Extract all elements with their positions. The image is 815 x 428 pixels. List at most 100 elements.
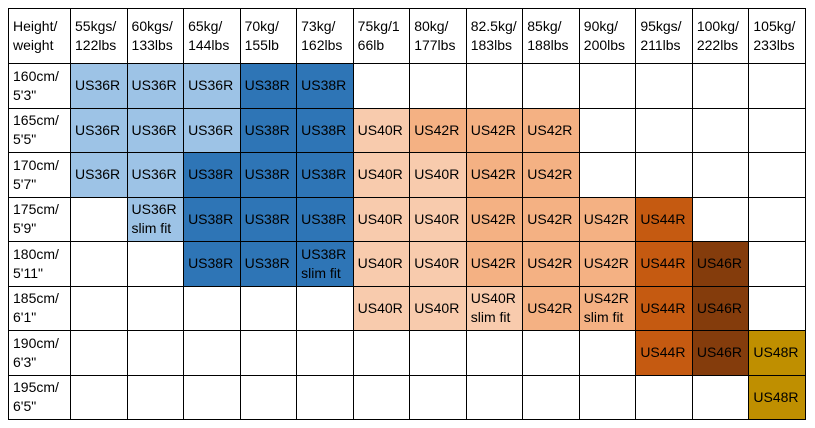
weight-column-header: 75kg/1 66lb	[352, 8, 411, 64]
size-cell: US40R	[409, 285, 467, 331]
empty-cell	[522, 330, 580, 376]
empty-cell	[635, 152, 693, 198]
empty-cell	[126, 241, 185, 287]
size-cell: US38R slim fit	[296, 241, 354, 287]
empty-cell	[183, 330, 241, 376]
empty-cell	[183, 285, 241, 331]
size-cell: US38R	[239, 63, 298, 109]
size-cell: US38R	[296, 152, 354, 198]
size-cell: US40R	[352, 107, 411, 153]
size-cell: US42R	[465, 196, 524, 242]
empty-cell	[691, 374, 750, 420]
empty-cell	[465, 63, 524, 109]
size-cell: US36R	[183, 63, 241, 109]
empty-cell	[126, 330, 185, 376]
empty-cell	[409, 330, 467, 376]
weight-column-header: 95kgs/ 211lbs	[635, 8, 693, 64]
empty-cell	[126, 285, 185, 331]
size-cell: US44R	[635, 196, 693, 242]
empty-cell	[70, 330, 128, 376]
empty-cell	[748, 107, 806, 153]
height-row-header: 185cm/ 6'1"	[8, 285, 71, 331]
height-row-header: 175cm/ 5'9"	[8, 196, 71, 242]
empty-cell	[70, 285, 128, 331]
height-row-header: 170cm/ 5'7"	[8, 152, 71, 198]
table-row: 165cm/ 5'5" US36R US36R US36R US38R US38R US40…	[8, 107, 806, 153]
size-cell: US38R	[183, 152, 241, 198]
size-cell: US48R	[748, 374, 806, 420]
size-cell: US40R	[352, 241, 411, 287]
size-cell: US38R	[296, 107, 354, 153]
empty-cell	[522, 63, 580, 109]
table-row: 175cm/ 5'9" US36R slim fit US38R US38R US38R…	[8, 196, 806, 242]
empty-cell	[126, 374, 185, 420]
size-cell: US38R	[296, 196, 354, 242]
size-cell: US42R slim fit	[578, 285, 637, 331]
size-cell: US38R	[239, 107, 298, 153]
empty-cell	[578, 63, 637, 109]
size-cell: US44R	[635, 330, 693, 376]
size-cell: US40R slim fit	[465, 285, 524, 331]
size-cell: US38R	[239, 241, 298, 287]
size-cell: US36R	[183, 107, 241, 153]
empty-cell	[409, 374, 467, 420]
size-cell: US46R	[691, 285, 750, 331]
table-body: 160cm/ 5'3" US36R US36R US36R US38R US38R 165c…	[8, 63, 806, 420]
empty-cell	[691, 63, 750, 109]
empty-cell	[635, 63, 693, 109]
empty-cell	[239, 374, 298, 420]
empty-cell	[522, 374, 580, 420]
weight-column-header: 85kg/ 188lbs	[522, 8, 580, 64]
height-row-header: 180cm/ 5'11"	[8, 241, 71, 287]
size-cell: US40R	[352, 152, 411, 198]
size-cell: US40R	[352, 196, 411, 242]
size-cell: US40R	[409, 152, 467, 198]
size-cell: US38R	[183, 196, 241, 242]
size-cell: US42R	[465, 152, 524, 198]
size-cell: US36R slim fit	[126, 196, 185, 242]
table-row: 180cm/ 5'11" US38R US38R US38R slim fit US40…	[8, 241, 806, 287]
empty-cell	[296, 330, 354, 376]
empty-cell	[296, 285, 354, 331]
size-cell: US42R	[409, 107, 467, 153]
weight-column-header: 65kg/ 144lbs	[183, 8, 241, 64]
weight-column-header: 73kg/ 162lbs	[296, 8, 354, 64]
empty-cell	[748, 241, 806, 287]
table-row: 195cm/ 6'5" US48R	[8, 374, 806, 420]
empty-cell	[70, 241, 128, 287]
size-cell: US36R	[126, 63, 185, 109]
size-cell: US42R	[578, 196, 637, 242]
empty-cell	[465, 330, 524, 376]
size-cell: US48R	[748, 330, 806, 376]
empty-cell	[748, 196, 806, 242]
size-cell: US36R	[126, 107, 185, 153]
empty-cell	[691, 107, 750, 153]
size-cell: US36R	[126, 152, 185, 198]
size-cell: US46R	[691, 330, 750, 376]
table-row: 190cm/ 6'3" US44R US46R US48R	[8, 330, 806, 376]
table-row: 170cm/ 5'7" US36R US36R US38R US38R US38R US40…	[8, 152, 806, 198]
empty-cell	[691, 196, 750, 242]
size-cell: US40R	[409, 241, 467, 287]
empty-cell	[239, 330, 298, 376]
empty-cell	[296, 374, 354, 420]
size-cell: US42R	[578, 241, 637, 287]
size-cell: US42R	[522, 241, 580, 287]
empty-cell	[352, 63, 411, 109]
empty-cell	[578, 374, 637, 420]
header-row: Height/ weight 55kgs/ 122lbs 60kgs/ 133lb…	[8, 8, 806, 64]
empty-cell	[70, 196, 128, 242]
size-cell: US38R	[239, 196, 298, 242]
weight-column-header: 60kgs/ 133lbs	[126, 8, 185, 64]
size-chart-table: Height/ weight 55kgs/ 122lbs 60kgs/ 133lb…	[8, 8, 806, 420]
corner-header: Height/ weight	[8, 8, 71, 64]
table-row: 185cm/ 6'1" US40R US40R US40R slim fit US42R…	[8, 285, 806, 331]
empty-cell	[409, 63, 467, 109]
size-cell: US46R	[691, 241, 750, 287]
size-cell: US44R	[635, 285, 693, 331]
size-cell: US42R	[522, 152, 580, 198]
empty-cell	[578, 107, 637, 153]
weight-column-header: 70kg/ 155lb	[239, 8, 298, 64]
size-cell: US42R	[465, 107, 524, 153]
